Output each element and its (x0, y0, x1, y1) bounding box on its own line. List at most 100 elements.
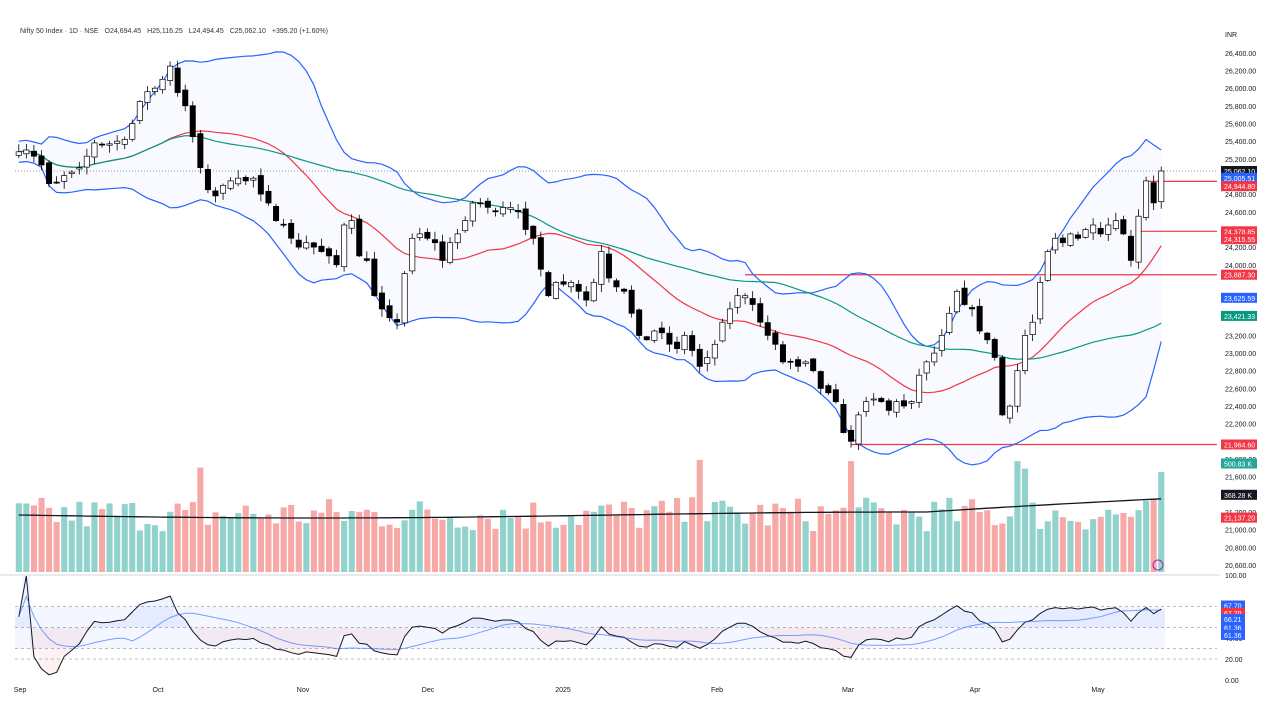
candle-body (1000, 358, 1005, 415)
candle-body (697, 349, 702, 366)
candle-body (1083, 230, 1088, 238)
rsi-histogram-bar (900, 628, 908, 640)
volume-bar (886, 512, 892, 572)
candle-body (659, 328, 664, 333)
volume-bar (682, 522, 688, 572)
volume-bar (356, 512, 362, 572)
price-tick-label: 25,600.00 (1225, 122, 1256, 129)
rsi-histogram-bar (151, 601, 159, 628)
rsi-histogram-bar (658, 628, 666, 645)
candle-body (281, 224, 286, 225)
time-tick-label: Feb (711, 687, 723, 694)
price-badge-label: 500.83 K (1224, 462, 1252, 469)
rsi-histogram-bar (76, 628, 84, 644)
volume-bar (553, 528, 559, 572)
open-value: O24,694.45 (105, 28, 142, 35)
price-tick-label: 22,200.00 (1225, 422, 1256, 429)
candle-body (463, 221, 468, 231)
volume-bar (417, 501, 423, 572)
rsi-histogram-bar (1120, 613, 1128, 628)
volume-bar (788, 512, 794, 572)
candle-body (394, 320, 399, 323)
candle-body (258, 176, 263, 195)
volume-bar (303, 523, 309, 572)
rsi-histogram-bar (999, 628, 1007, 642)
volume-bar (432, 518, 438, 572)
rsi-histogram-bar (1150, 614, 1158, 628)
candle-body (1045, 252, 1050, 281)
candle-body (402, 274, 407, 323)
volume-bar (545, 521, 551, 572)
volume-bar (23, 504, 29, 573)
candle-body (1007, 406, 1012, 418)
volume-bar (583, 511, 589, 572)
candle-body (516, 210, 521, 211)
candle-body (568, 282, 573, 286)
volume-bar (54, 522, 60, 572)
rsi-histogram-bar (393, 628, 401, 655)
candle-body (546, 273, 551, 296)
volume-bar (757, 505, 763, 572)
candle-body (538, 238, 543, 270)
price-badge-label: 23,887.30 (1224, 273, 1255, 280)
candle-body (478, 203, 483, 204)
volume-bar (901, 510, 907, 572)
change-value: +395.20 (+1.60%) (272, 28, 328, 35)
volume-bar (213, 512, 219, 572)
volume-bar (1060, 517, 1066, 572)
rsi-histogram-bar (620, 628, 628, 638)
candle-body (364, 259, 369, 261)
rsi-histogram-bar (227, 628, 235, 641)
candle-body (848, 430, 853, 441)
rsi-histogram-bar (234, 628, 242, 639)
price-tick-label: 24,800.00 (1225, 192, 1256, 199)
volume-bar (984, 510, 990, 572)
rsi-histogram-bar (605, 628, 613, 635)
volume-bar (492, 529, 498, 572)
rsi-histogram-bar (1067, 608, 1075, 628)
candle-body (780, 345, 785, 362)
candle-body (879, 398, 884, 401)
candle-body (183, 90, 188, 106)
candle-body (251, 178, 256, 180)
rsi-histogram-bar (908, 628, 916, 638)
candle-body (69, 172, 74, 173)
rsi-histogram-bar (590, 628, 598, 638)
volume-bar (840, 508, 846, 572)
rsi-histogram-bar (673, 628, 681, 648)
candle-body (62, 176, 67, 182)
volume-bar (621, 502, 627, 572)
candle-body (273, 206, 278, 220)
volume-bar (341, 521, 347, 572)
volume-bar (1128, 517, 1134, 572)
rsi-histogram-bar (98, 623, 106, 628)
candle-body (901, 401, 906, 406)
volume-bar (1120, 513, 1126, 572)
candle-body (92, 143, 97, 157)
candle-body (175, 68, 180, 93)
candle-body (440, 242, 445, 261)
candle-body (735, 296, 740, 308)
candle-body (705, 358, 710, 364)
volume-bar (439, 520, 445, 572)
candle-body (1038, 282, 1043, 319)
volume-bar (833, 511, 839, 573)
rsi-histogram-bar (484, 620, 492, 628)
rsi-histogram-bar (560, 628, 568, 642)
rsi-histogram-bar (363, 628, 371, 645)
candle-body (289, 223, 294, 238)
volume-bar (273, 523, 279, 572)
rsi-badge-label: 61.36 (1224, 633, 1242, 640)
rsi-histogram-bar (106, 622, 114, 627)
candle-body (447, 243, 452, 263)
candle-body (924, 362, 929, 373)
candle-body (77, 168, 82, 169)
volume-bar (326, 499, 332, 572)
candle-body (894, 402, 899, 413)
volume-bar (1098, 517, 1104, 572)
candle-body (1022, 335, 1027, 370)
candle-body (379, 293, 384, 309)
candle-body (1030, 322, 1035, 334)
